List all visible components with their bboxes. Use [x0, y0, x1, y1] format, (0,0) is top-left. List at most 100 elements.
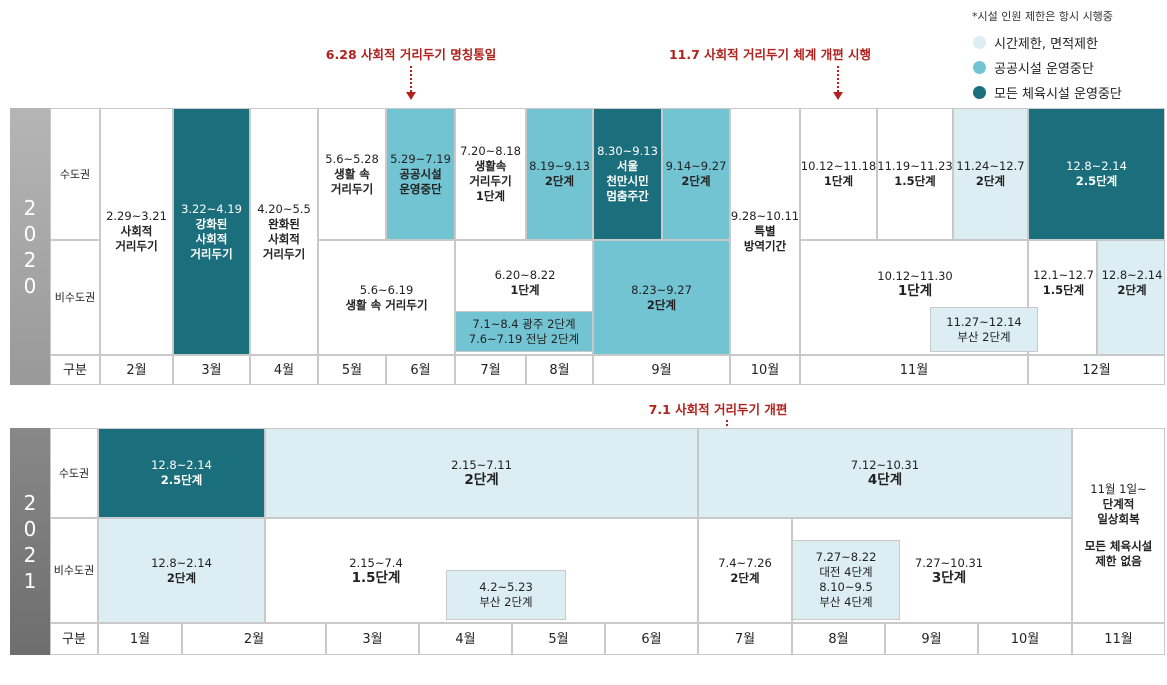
period-cell: 5.6~6.19 생활 속 거리두기 — [318, 240, 455, 355]
cell-line: 생활 속 거리두기 — [345, 297, 428, 312]
cell-line: 1.5단계 — [351, 570, 401, 586]
month-cell: 7월 — [455, 355, 526, 385]
month-cell: 9월 — [593, 355, 730, 385]
cell-line: 일상회복 — [1097, 512, 1140, 526]
cell-line: 특별 — [754, 224, 776, 238]
cell-line: 1.5단계 — [1042, 283, 1085, 297]
cell-text: 12.1~12.7 1.5단계 — [1033, 268, 1094, 298]
cell-line: 사회적 — [120, 224, 153, 238]
cell-line: 2.5단계 — [1075, 174, 1118, 188]
cell-line: 7.6~7.19 전남 2단계 — [468, 331, 580, 346]
cell-line: 5.29~7.19 — [390, 151, 451, 166]
month-cell: 5월 — [512, 623, 605, 655]
period-cell: 8.19~9.13 2단계 — [526, 108, 593, 240]
cell-line: 방역기간 — [743, 239, 787, 253]
month-cell: 8월 — [526, 355, 593, 385]
cell-line: 11월 1일~ — [1090, 482, 1147, 496]
period-cell: 2.15~7.11 2단계 — [265, 428, 698, 518]
cell-line: 7.20~8.18 — [460, 144, 521, 158]
cell-line: 멈춤주간 — [606, 189, 649, 203]
period-cell: 12.8~2.14 2단계 — [98, 518, 265, 623]
legend-swatch — [973, 61, 986, 74]
cell-line: 2단계 — [1117, 283, 1147, 297]
cell-line: 6.20~8.22 — [494, 268, 556, 282]
cell-line: 8.23~9.27 — [631, 282, 692, 297]
cell-line: 생활속 — [474, 159, 507, 173]
regional-box: 11.27~12.14 부산 2단계 — [930, 307, 1038, 352]
cell-line: 11.27~12.14 — [946, 314, 1022, 329]
year-label: 2021 — [23, 490, 37, 593]
cell-line: 2단계 — [730, 570, 760, 585]
period-cell: 5.6~5.28 생활 속 거리두기 — [318, 108, 386, 240]
cell-line: 9.28~10.11 — [730, 209, 800, 223]
year-label: 2020 — [23, 195, 37, 298]
cell-line: 11.19~11.23 — [877, 159, 953, 173]
regional-box: 4.2~5.23 부산 2단계 — [446, 570, 566, 620]
cell-line: 대전 4단계 — [819, 565, 873, 579]
row-label: 비수도권 — [50, 240, 100, 355]
month-cell: 1월 — [98, 623, 182, 655]
cell-line: 거리두기 — [469, 174, 512, 188]
month-cell: 12월 — [1028, 355, 1165, 385]
cell-line: 10.12~11.30 — [877, 269, 953, 283]
cell-line: 7.12~10.31 — [850, 458, 920, 472]
row-label: 수도권 — [50, 108, 100, 240]
period-cell: 11.24~12.7 2단계 — [953, 108, 1028, 240]
regional-box: 7.1~8.4 광주 2단계 7.6~7.19 전남 2단계 — [455, 311, 593, 352]
cell-line: 거리두기 — [190, 246, 233, 261]
cell-line: 1단계 — [823, 174, 854, 188]
period-cell: 5.29~7.19 공공시설 운영중단 — [386, 108, 455, 240]
period-cell: 9.28~10.11 특별 방역기간 — [730, 108, 800, 355]
note: *시설 인원 제한은 항시 시행중 — [972, 10, 1113, 23]
month-cell: 11월 — [800, 355, 1028, 385]
cell-line: 2단계 — [464, 472, 499, 488]
regional-box: 7.27~8.22 대전 4단계 8.10~9.5 부산 4단계 — [792, 540, 900, 620]
cell-line: 완화된 — [268, 216, 300, 231]
month-cell: 10월 — [730, 355, 800, 385]
period-cell: 7.20~8.18 생활속 거리두기 1단계 — [455, 108, 526, 240]
legend-swatch — [973, 36, 986, 49]
cell-line: 2.15~7.4 — [349, 556, 403, 570]
cell-line: 부산 4단계 — [819, 595, 873, 609]
cell-line: 1단계 — [510, 283, 540, 297]
cell-line: 운영중단 — [399, 181, 442, 196]
cell-text: 12.8~2.14 2단계 — [1102, 268, 1163, 298]
period-cell: 10.12~11.18 1단계 — [800, 108, 877, 240]
period-cell: 2.29~3.21 사회적 거리두기 — [100, 108, 173, 355]
cell-line: 단계적 — [1102, 497, 1135, 511]
period-cell: 7.12~10.31 4단계 — [698, 428, 1072, 518]
cell-line: 1단계 — [897, 283, 933, 299]
cell-line: 천만시민 — [606, 174, 649, 188]
cell-line: 거리두기 — [330, 181, 374, 196]
cell-line: 12.8~2.14 — [151, 555, 212, 570]
cell-line: 7.27~8.22 — [815, 550, 877, 564]
cell-line: 모든 체육시설 — [1084, 539, 1153, 553]
cell-line: 서울 — [616, 159, 639, 173]
cell-text: 10.12~11.30 1단계 — [877, 269, 952, 299]
cell-line: 12.8~2.14 — [151, 458, 212, 472]
cell-line: 2.5단계 — [160, 473, 203, 487]
header-cell: 구분 — [50, 623, 98, 655]
cell-line: 4단계 — [867, 472, 903, 488]
row-label: 비수도권 — [50, 518, 98, 623]
legend-label: 시간제한, 면적제한 — [994, 37, 1098, 52]
month-cell: 11월 — [1072, 623, 1165, 655]
cell-line: 12.8~2.14 — [1066, 159, 1127, 173]
legend-label: 모든 체육시설 운영중단 — [994, 87, 1122, 102]
cell-line: 강화된 — [195, 216, 228, 231]
cell-line: 공공시설 — [399, 166, 442, 181]
cell-line: 2단계 — [166, 570, 197, 585]
month-cell: 7월 — [698, 623, 792, 655]
month-cell: 4월 — [250, 355, 318, 385]
month-cell: 9월 — [885, 623, 978, 655]
period-cell: 12.8~2.14 2.5단계 — [98, 428, 265, 518]
cell-line: 2단계 — [646, 297, 677, 312]
cell-line: 8.30~9.13 — [597, 144, 658, 158]
cell-line: 생활 속 — [334, 166, 370, 181]
cell-line: 7.27~10.31 — [914, 556, 984, 570]
cell-line: 3단계 — [931, 570, 967, 586]
month-cell: 3월 — [173, 355, 250, 385]
cell-line: 7.4~7.26 — [718, 555, 772, 570]
month-cell: 2월 — [100, 355, 173, 385]
